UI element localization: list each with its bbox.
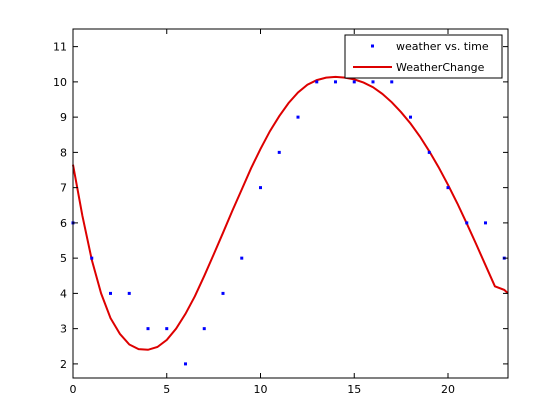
y-tick-label: 5 <box>60 252 67 265</box>
series-line-weatherchange <box>72 75 509 351</box>
curve-layer <box>72 75 509 351</box>
y-tick-label: 4 <box>60 287 67 300</box>
data-point <box>165 327 169 331</box>
data-point <box>221 291 225 295</box>
x-tick-label: 0 <box>70 383 77 396</box>
y-tick-label: 8 <box>60 146 67 159</box>
plot-area <box>73 29 508 378</box>
x-tick-label: 5 <box>163 383 170 396</box>
data-point <box>334 80 337 84</box>
data-point <box>277 150 281 154</box>
y-tick-label: 9 <box>60 111 67 124</box>
data-point <box>315 80 319 84</box>
y-tick-label: 3 <box>60 323 67 336</box>
data-point <box>127 291 131 295</box>
x-tick-label: 20 <box>441 383 455 396</box>
data-point <box>446 186 450 190</box>
x-tick-label: 10 <box>254 383 268 396</box>
y-tick-label: 11 <box>53 41 67 54</box>
data-point <box>259 186 262 190</box>
data-point <box>427 150 431 154</box>
y-axis: 2 3 4 5 6 7 8 9 10 11 <box>53 41 508 371</box>
data-point <box>390 80 394 84</box>
data-point <box>240 256 244 260</box>
data-point <box>146 327 150 331</box>
data-point <box>484 221 487 225</box>
data-point <box>202 327 206 331</box>
y-tick-label: 2 <box>60 358 67 371</box>
legend-label-scatter: weather vs. time <box>396 40 489 53</box>
legend-box <box>344 34 503 79</box>
legend: weather vs. time WeatherChange <box>344 34 503 79</box>
y-tick-label: 7 <box>60 182 67 195</box>
data-point <box>465 221 469 225</box>
legend-label-line: WeatherChange <box>396 61 485 74</box>
data-point <box>90 256 94 260</box>
y-tick-label: 10 <box>53 76 67 89</box>
y-tick-label: 6 <box>60 217 67 230</box>
data-point <box>409 115 412 119</box>
x-tick-label: 15 <box>347 383 361 396</box>
data-point <box>296 115 300 119</box>
data-point <box>352 80 356 84</box>
x-axis: 0 5 10 15 20 <box>70 29 455 396</box>
data-point <box>184 362 187 366</box>
data-point <box>371 80 375 84</box>
data-point <box>109 291 112 295</box>
legend-marker-scatter <box>371 44 374 48</box>
plot-border <box>72 28 509 379</box>
